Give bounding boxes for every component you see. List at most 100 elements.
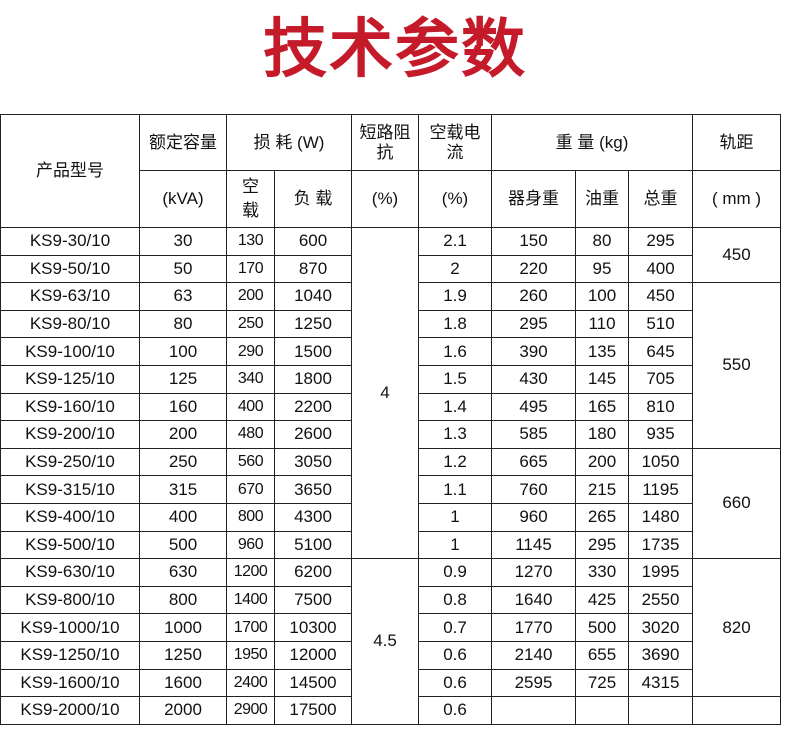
cell-loss-noload: 250 — [226, 309, 275, 339]
cell-capacity: 630 — [139, 558, 227, 587]
cell-noload-current: 0.6 — [418, 696, 493, 725]
table-row: KS9-800/10 800 1400 7500 0.8 1640 425 2550 — [0, 585, 781, 615]
cell-loss-noload: 670 — [226, 475, 275, 504]
cell-noload-current: 1.5 — [418, 364, 493, 394]
table-row: KS9-63/10 63 200 1040 1.9 260 100 450 550 — [0, 282, 782, 449]
cell-weight-oil: 330 — [575, 558, 630, 587]
cell-weight-body: 150 — [491, 227, 577, 256]
cell-weight-oil: 110 — [575, 309, 630, 339]
table-row: KS9-315/10 315 670 3650 1.1 760 215 1195 — [0, 475, 781, 504]
cell-weight-oil — [575, 696, 630, 725]
cell-gauge: 820 — [692, 558, 782, 698]
cell-weight-total: 1480 — [628, 502, 694, 532]
cell-model: KS9-1600/10 — [0, 668, 140, 698]
cell-weight-body: 260 — [491, 282, 577, 311]
cell-model: KS9-30/10 — [0, 227, 140, 256]
cell-weight-total: 645 — [628, 337, 694, 366]
cell-weight-body: 495 — [491, 392, 577, 422]
header-capacity: 额定容量 — [139, 114, 227, 171]
cell-capacity: 1000 — [139, 613, 227, 642]
cell-model: KS9-315/10 — [0, 475, 140, 504]
table-row: KS9-50/10 50 170 870 2 220 95 400 — [0, 254, 781, 284]
cell-loss-noload: 2900 — [226, 696, 275, 725]
cell-noload-current: 1 — [418, 530, 493, 560]
cell-weight-total: 3690 — [628, 640, 694, 670]
cell-model: KS9-100/10 — [0, 337, 140, 366]
cell-loss-noload: 560 — [226, 447, 275, 477]
cell-weight-oil: 95 — [575, 254, 630, 284]
table-row: KS9-100/10 100 290 1500 1.6 390 135 645 — [0, 337, 781, 366]
cell-noload-current: 1.6 — [418, 337, 493, 366]
table-row: KS9-1000/10 1000 1700 10300 0.7 1770 500 3020 — [0, 613, 781, 642]
cell-weight-oil: 725 — [575, 668, 630, 698]
cell-model: KS9-400/10 — [0, 502, 140, 532]
cell-loss-load: 2600 — [273, 420, 353, 449]
cell-capacity: 200 — [139, 420, 227, 449]
cell-weight-oil: 165 — [575, 392, 630, 422]
cell-weight-oil: 100 — [575, 282, 630, 311]
cell-noload-current: 1.3 — [418, 420, 493, 449]
header-noload-current-unit: (%) — [418, 170, 493, 228]
cell-weight-body — [491, 696, 577, 725]
table-row: KS9-630/10 630 1200 6200 4.5 0.9 1270 330 1995 82… — [0, 558, 782, 725]
cell-capacity: 125 — [139, 364, 227, 394]
header-gauge-unit: ( mm ) — [692, 170, 782, 228]
cell-weight-oil: 295 — [575, 530, 630, 560]
cell-loss-load: 600 — [273, 227, 353, 256]
cell-weight-body: 960 — [491, 502, 577, 532]
cell-capacity: 50 — [139, 254, 227, 284]
cell-weight-total: 2550 — [628, 585, 694, 615]
cell-loss-noload: 960 — [226, 530, 275, 560]
cell-capacity: 80 — [139, 309, 227, 339]
cell-capacity: 2000 — [139, 696, 227, 725]
table-row: KS9-500/10 500 960 5100 1 1145 295 1735 — [0, 530, 781, 560]
cell-weight-oil: 265 — [575, 502, 630, 532]
cell-loss-load: 3650 — [273, 475, 353, 504]
cell-weight-total — [628, 696, 694, 725]
cell-weight-oil: 655 — [575, 640, 630, 670]
table-row: KS9-200/10 200 480 2600 1.3 585 180 935 — [0, 420, 781, 449]
table-row: KS9-1600/10 1600 2400 14500 0.6 2595 725 4315 — [0, 668, 781, 698]
cell-weight-body: 295 — [491, 309, 577, 339]
cell-model: KS9-800/10 — [0, 585, 140, 615]
cell-gauge — [692, 696, 782, 725]
cell-model: KS9-500/10 — [0, 530, 140, 560]
cell-loss-noload: 1700 — [226, 613, 275, 642]
cell-model: KS9-50/10 — [0, 254, 140, 284]
cell-loss-load: 1250 — [273, 309, 353, 339]
cell-weight-total: 4315 — [628, 668, 694, 698]
cell-weight-total: 3020 — [628, 613, 694, 642]
cell-weight-total: 295 — [628, 227, 694, 256]
cell-loss-load: 17500 — [273, 696, 353, 725]
cell-model: KS9-125/10 — [0, 364, 140, 394]
cell-weight-body: 430 — [491, 364, 577, 394]
header-noload-current: 空载电 流 — [418, 114, 493, 171]
header-weight-oil: 油重 — [575, 170, 630, 228]
cell-weight-total: 1195 — [628, 475, 694, 504]
header-loss: 损 耗 (W) — [225, 114, 353, 171]
cell-loss-noload: 1400 — [226, 585, 275, 615]
cell-model: KS9-1000/10 — [0, 613, 140, 642]
cell-noload-current: 0.8 — [418, 585, 493, 615]
cell-loss-noload: 130 — [226, 227, 275, 256]
cell-noload-current: 2 — [418, 254, 493, 284]
cell-weight-total: 400 — [628, 254, 694, 284]
cell-loss-noload: 800 — [226, 502, 275, 532]
cell-noload-current: 1 — [418, 502, 493, 532]
cell-loss-noload: 480 — [226, 420, 275, 449]
cell-weight-total: 705 — [628, 364, 694, 394]
cell-weight-total: 1995 — [628, 558, 694, 587]
cell-loss-load: 5100 — [273, 530, 353, 560]
cell-gauge: 550 — [692, 282, 782, 449]
cell-noload-current: 0.6 — [418, 640, 493, 670]
cell-loss-noload: 340 — [226, 364, 275, 394]
cell-weight-oil: 200 — [575, 447, 630, 477]
table-row: KS9-30/10 30 130 600 4 2.1 150 80 295 450 — [0, 226, 782, 560]
cell-loss-noload: 1200 — [226, 558, 275, 587]
page-title: 技术参数 — [263, 13, 527, 87]
header-weight-total: 总重 — [628, 170, 694, 228]
cell-weight-oil: 500 — [575, 613, 630, 642]
cell-loss-load: 14500 — [273, 668, 353, 698]
cell-loss-load: 1800 — [273, 364, 353, 394]
cell-noload-current: 1.4 — [418, 392, 493, 422]
